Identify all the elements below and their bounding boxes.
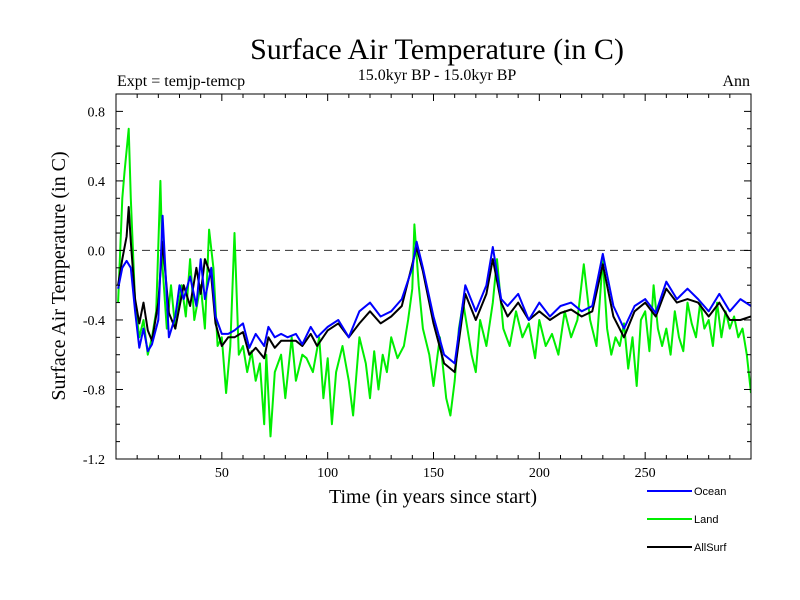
y-axis-label: Surface Air Temperature (in C) [48, 151, 70, 400]
x-tick-label: 50 [215, 466, 229, 481]
x-axis-label: Time (in years since start) [329, 486, 537, 508]
x-tick-label: 250 [635, 466, 656, 481]
y-tick-label: -0.4 [83, 314, 105, 329]
legend: Ocean Land AllSurf [647, 486, 727, 554]
legend-ocean-label: Ocean [694, 486, 726, 498]
legend-allsurf-label: AllSurf [694, 542, 727, 554]
y-axis: 0.8 0.4 0.0 -0.4 -0.8 -1.2 [83, 93, 751, 468]
x-tick-label: 100 [317, 466, 338, 481]
series-line-allsurf [117, 206, 751, 374]
y-tick-label: 0.4 [88, 175, 106, 190]
y-tick-label: -0.8 [83, 383, 105, 398]
series-line-ocean [117, 214, 751, 365]
chart-title: Surface Air Temperature (in C) [250, 33, 624, 66]
y-tick-label: 0.8 [88, 105, 106, 120]
series-line-land [117, 127, 751, 438]
subtitle-right: Ann [722, 73, 750, 90]
x-axis: 50 100 150 200 250 [136, 94, 731, 481]
y-tick-label: 0.0 [88, 244, 106, 259]
x-tick-label: 200 [529, 466, 550, 481]
x-tick-label: 150 [423, 466, 444, 481]
subtitle-left: Expt = temjp-temcp [117, 73, 245, 90]
y-tick-label: -1.2 [83, 453, 105, 468]
legend-land-label: Land [694, 514, 718, 526]
subtitle-center: 15.0kyr BP - 15.0kyr BP [358, 67, 517, 84]
